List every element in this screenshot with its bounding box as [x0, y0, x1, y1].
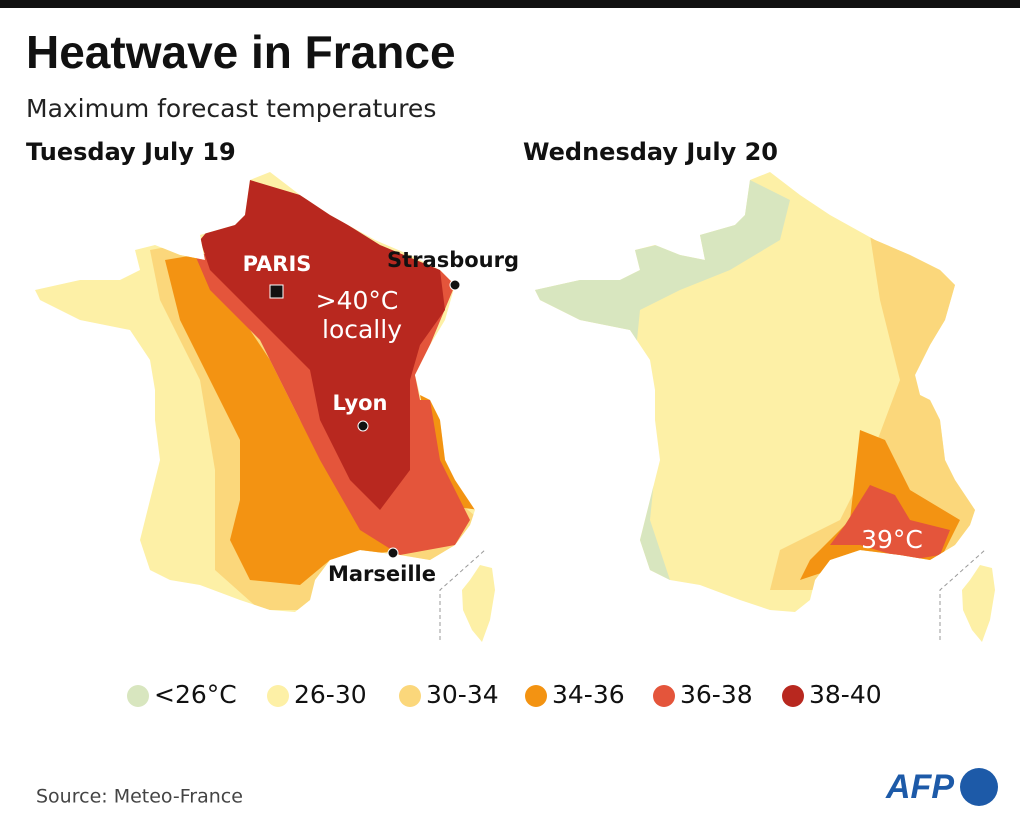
map-label: Tuesday July 19 — [26, 138, 236, 166]
annotation: locally — [322, 315, 402, 344]
legend-swatch — [525, 685, 547, 707]
legend-swatch — [399, 685, 421, 707]
subtitle: Maximum forecast temperatures — [26, 94, 436, 123]
legend-swatch — [267, 685, 289, 707]
city-marker — [269, 284, 284, 299]
city-marker — [449, 279, 461, 291]
inset-line — [939, 549, 986, 640]
map-label: Wednesday July 20 — [523, 138, 778, 166]
legend-swatch — [653, 685, 675, 707]
source: Source: Meteo-France — [36, 786, 243, 808]
map-wednesday — [535, 172, 995, 642]
map-tuesday — [35, 172, 495, 642]
logo: AFP — [885, 768, 954, 806]
legend-label: 30-34 — [426, 680, 499, 709]
logo-dot — [960, 768, 998, 806]
city-label: PARIS — [243, 252, 312, 276]
zone — [200, 180, 445, 510]
legend-swatch — [127, 685, 149, 707]
annotation: 39°C — [861, 525, 923, 554]
legend: <26°C 26-30 30-34 34-36 36-38 38-40 — [127, 680, 882, 709]
title: Heatwave in France — [26, 26, 456, 78]
legend-swatch — [782, 685, 804, 707]
legend-label: 34-36 — [552, 680, 625, 709]
zone — [165, 255, 400, 585]
legend-label: 36-38 — [680, 680, 753, 709]
city-marker — [357, 420, 369, 432]
city-marker — [387, 547, 399, 559]
inset-line — [439, 549, 486, 640]
city-label: Strasbourg — [387, 248, 519, 272]
legend-label: 38-40 — [809, 680, 882, 709]
city-label: Lyon — [332, 391, 387, 415]
top-bar — [0, 0, 1020, 8]
city-label: Marseille — [328, 562, 436, 586]
legend-label: <26°C — [154, 680, 237, 709]
legend-label: 26-30 — [294, 680, 367, 709]
zone — [830, 485, 950, 560]
annotation: >40°C — [316, 286, 399, 315]
